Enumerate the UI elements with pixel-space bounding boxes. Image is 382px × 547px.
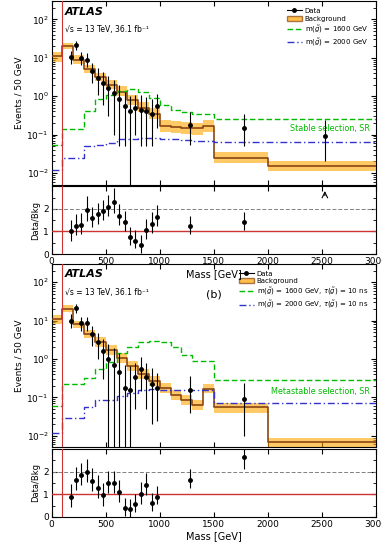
Y-axis label: Data/Bkg: Data/Bkg — [31, 201, 40, 240]
Legend: Data, Background, m($\tilde{g}$) = 1600 GeV, m($\tilde{g}$) = 2000 GeV: Data, Background, m($\tilde{g}$) = 1600 … — [285, 7, 369, 49]
Legend: Data, Background, m($\tilde{g}$) = 1600 GeV, $\tau(\tilde{g})$ = 10 ns, m($\tild: Data, Background, m($\tilde{g}$) = 1600 … — [238, 269, 369, 312]
Y-axis label: Events / 50 GeV: Events / 50 GeV — [15, 56, 24, 129]
Y-axis label: Data/Bkg: Data/Bkg — [31, 463, 40, 503]
X-axis label: Mass [GeV]: Mass [GeV] — [186, 269, 242, 278]
Y-axis label: Events / 50 GeV: Events / 50 GeV — [15, 319, 24, 392]
Text: √s = 13 TeV, 36.1 fb⁻¹: √s = 13 TeV, 36.1 fb⁻¹ — [65, 288, 149, 297]
Text: ATLAS: ATLAS — [65, 270, 104, 280]
Text: (b): (b) — [206, 289, 222, 299]
Text: √s = 13 TeV, 36.1 fb⁻¹: √s = 13 TeV, 36.1 fb⁻¹ — [65, 25, 149, 34]
Text: ATLAS: ATLAS — [65, 7, 104, 16]
X-axis label: Mass [GeV]: Mass [GeV] — [186, 532, 242, 542]
Text: Metastable selection, SR: Metastable selection, SR — [271, 387, 370, 396]
Text: Stable selection, SR: Stable selection, SR — [290, 124, 370, 133]
